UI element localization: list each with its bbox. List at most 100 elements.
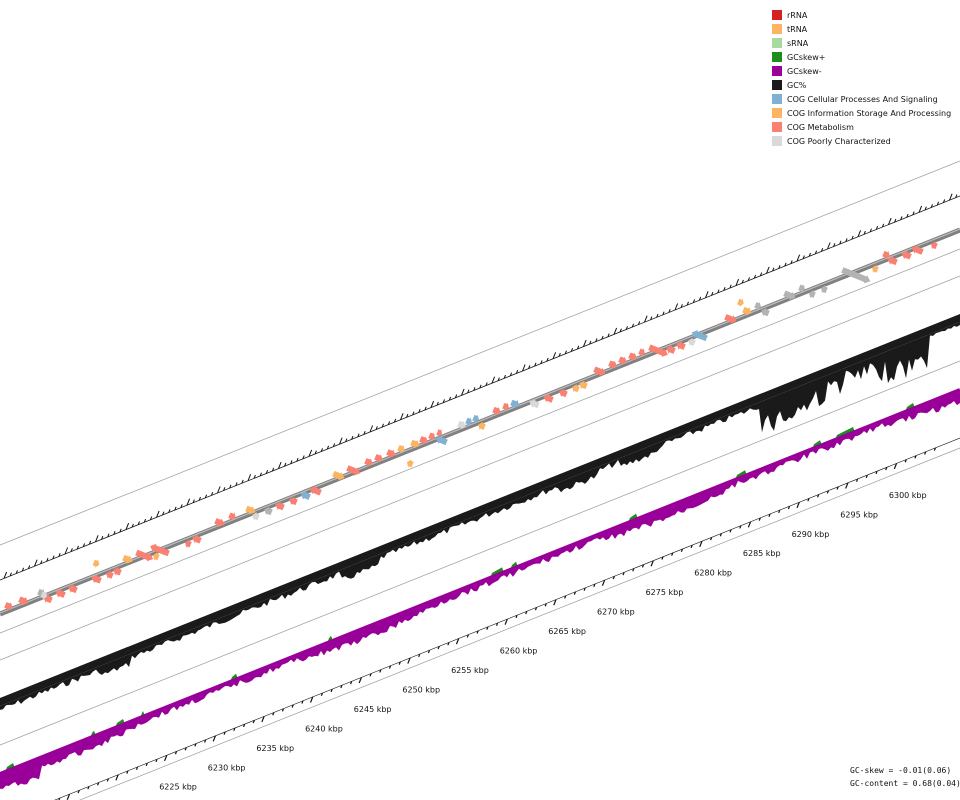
scale-tick xyxy=(261,716,265,723)
gene-arrow xyxy=(472,414,479,423)
scale-tick xyxy=(466,634,469,638)
outer-tick xyxy=(546,357,549,362)
scale-tick xyxy=(87,786,90,790)
gene-arrow xyxy=(529,399,540,409)
guide-line xyxy=(0,275,960,661)
gene-arrow xyxy=(192,534,202,544)
outer-tick xyxy=(607,333,610,338)
gene-arrow xyxy=(346,465,361,476)
gene-arrow xyxy=(214,518,225,527)
outer-tick xyxy=(9,572,12,577)
gene-arrow xyxy=(901,250,912,260)
outer-tick xyxy=(949,193,953,201)
outer-tick xyxy=(387,421,391,425)
outer-tick xyxy=(656,313,659,318)
outer-tick xyxy=(113,531,116,535)
scale-tick xyxy=(252,720,255,724)
scale-tick xyxy=(583,587,586,591)
scale-label: 6280 kbp xyxy=(694,569,732,578)
gene-arrow xyxy=(113,567,122,576)
outer-tick xyxy=(912,211,915,216)
scale-label: 6295 kbp xyxy=(840,510,878,519)
gene-arrow xyxy=(887,256,898,266)
outer-tick xyxy=(497,377,500,381)
outer-tick xyxy=(869,228,872,233)
outer-tick xyxy=(314,450,317,455)
outer-tick xyxy=(851,235,854,240)
legend-swatch xyxy=(772,38,782,48)
scale-tick xyxy=(719,533,722,537)
gc-baseline-band xyxy=(0,314,960,706)
scale-tick xyxy=(553,599,557,606)
outer-tick xyxy=(808,252,811,257)
outer-tick xyxy=(790,260,793,264)
scale-tick xyxy=(893,463,898,470)
scale-line xyxy=(54,437,960,800)
outer-tick xyxy=(204,494,208,499)
scale-label: 6275 kbp xyxy=(646,588,684,597)
legend-label: COG Information Storage And Processing xyxy=(787,108,952,118)
outer-tick xyxy=(15,570,18,574)
scale-label: 6235 kbp xyxy=(256,744,294,753)
scale-tick xyxy=(349,681,353,685)
outer-tick xyxy=(95,535,99,542)
legend-label: GCskew+ xyxy=(787,52,826,62)
legend-item: sRNA xyxy=(772,36,951,50)
outer-tick xyxy=(778,265,781,269)
gene-arrow xyxy=(332,470,345,481)
gene-arrow xyxy=(428,432,435,441)
legend-swatch xyxy=(772,94,782,104)
outer-tick xyxy=(863,230,866,235)
scale-tick xyxy=(680,548,684,553)
legend-swatch xyxy=(772,136,782,146)
outer-tick xyxy=(473,387,476,391)
outer-tick xyxy=(528,365,531,369)
outer-tick xyxy=(625,326,628,330)
scale-tick xyxy=(194,743,197,747)
outer-tick xyxy=(454,394,458,399)
gene-arrow xyxy=(275,501,285,511)
gene-arrow xyxy=(364,458,373,467)
outer-tick xyxy=(729,284,732,289)
outer-tick xyxy=(515,370,519,374)
gene-arrow xyxy=(465,417,472,426)
outer-tick xyxy=(613,327,618,335)
outer-tick xyxy=(217,486,221,494)
gene-arrow xyxy=(648,344,668,357)
gene-arrow xyxy=(252,512,260,521)
outer-tick xyxy=(717,289,720,294)
gene-arrow xyxy=(579,380,588,390)
outer-tick xyxy=(552,352,557,359)
gene-arrow xyxy=(264,506,273,516)
outer-tick xyxy=(223,487,226,491)
scale-tick xyxy=(281,708,285,712)
gene-arrow xyxy=(572,384,580,393)
outer-tick xyxy=(125,522,130,530)
scale-tick xyxy=(291,704,294,708)
scale-tick xyxy=(272,712,275,716)
scale-tick xyxy=(407,657,411,664)
scale-tick xyxy=(301,700,304,704)
gene-arrow xyxy=(798,284,805,293)
scale-label: 6230 kbp xyxy=(208,763,246,772)
legend-swatch xyxy=(772,52,782,62)
outer-tick xyxy=(393,418,397,423)
outer-tick xyxy=(46,557,49,562)
scale-tick xyxy=(320,692,324,697)
outer-tick xyxy=(332,443,336,447)
scale-tick xyxy=(330,688,333,693)
legend-swatch xyxy=(772,24,782,34)
legend-item: GCskew- xyxy=(772,64,951,78)
outer-tick xyxy=(570,348,574,352)
scale-tick xyxy=(437,646,440,650)
outer-tick xyxy=(302,455,305,460)
outer-tick xyxy=(3,571,8,579)
outer-tick xyxy=(509,372,513,377)
scale-tick xyxy=(885,467,888,471)
scale-tick xyxy=(97,782,100,786)
outer-tick xyxy=(888,217,892,225)
outer-tick xyxy=(186,498,191,506)
legend: rRNA tRNA sRNA GCskew+ GCskew- GC% COG Cellula… xyxy=(772,8,951,148)
scale-tick xyxy=(778,509,781,514)
